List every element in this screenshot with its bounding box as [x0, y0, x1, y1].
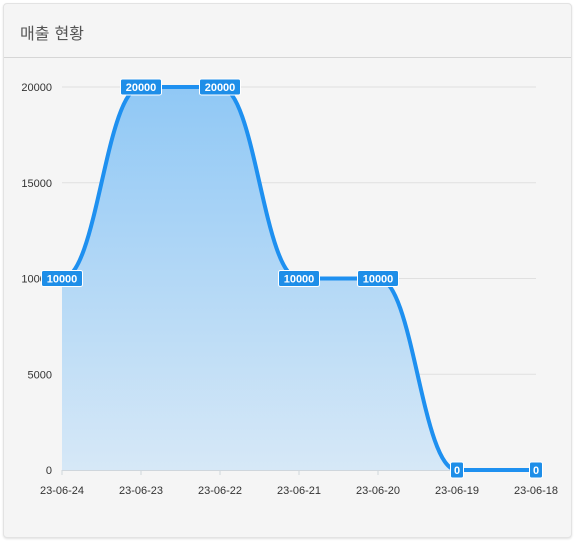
data-label-box [278, 270, 320, 287]
panel-title: 매출 현황 [20, 24, 84, 43]
data-label: 0 [450, 461, 464, 479]
data-label: 10000 [357, 270, 399, 287]
data-label-value: 0 [533, 465, 539, 477]
y-tick-label: 20000 [21, 82, 52, 94]
data-label-value: 20000 [205, 82, 236, 94]
y-tick-label: 0 [46, 465, 52, 477]
x-tick-label: 23-06-24 [40, 485, 84, 497]
data-label: 10000 [278, 270, 320, 287]
data-label-value: 20000 [126, 82, 157, 94]
y-tick-label: 15000 [21, 178, 52, 190]
data-label-box [450, 461, 464, 479]
data-label: 0 [529, 461, 543, 479]
data-label-value: 10000 [47, 274, 78, 286]
data-label: 20000 [199, 78, 241, 96]
x-tick-label: 23-06-19 [435, 485, 479, 497]
x-tick-label: 23-06-23 [119, 485, 163, 497]
panel-header: 매출 현황 [4, 4, 571, 58]
data-label: 10000 [41, 270, 83, 287]
x-tick-label: 23-06-20 [356, 485, 400, 497]
data-label-box [357, 270, 399, 287]
data-label: 20000 [120, 78, 162, 96]
x-tick-label: 23-06-21 [277, 485, 321, 497]
x-tick-label: 23-06-22 [198, 485, 242, 497]
data-label-value: 10000 [363, 274, 394, 286]
y-tick-label: 5000 [28, 369, 52, 381]
data-label-value: 0 [454, 465, 460, 477]
data-label-value: 10000 [284, 274, 315, 286]
series-line [60, 85, 538, 473]
x-tick-label: 23-06-18 [514, 485, 558, 497]
data-label-box [120, 78, 162, 96]
data-label-box [41, 270, 83, 287]
data-label-box [529, 461, 543, 479]
data-label-box [199, 78, 241, 96]
